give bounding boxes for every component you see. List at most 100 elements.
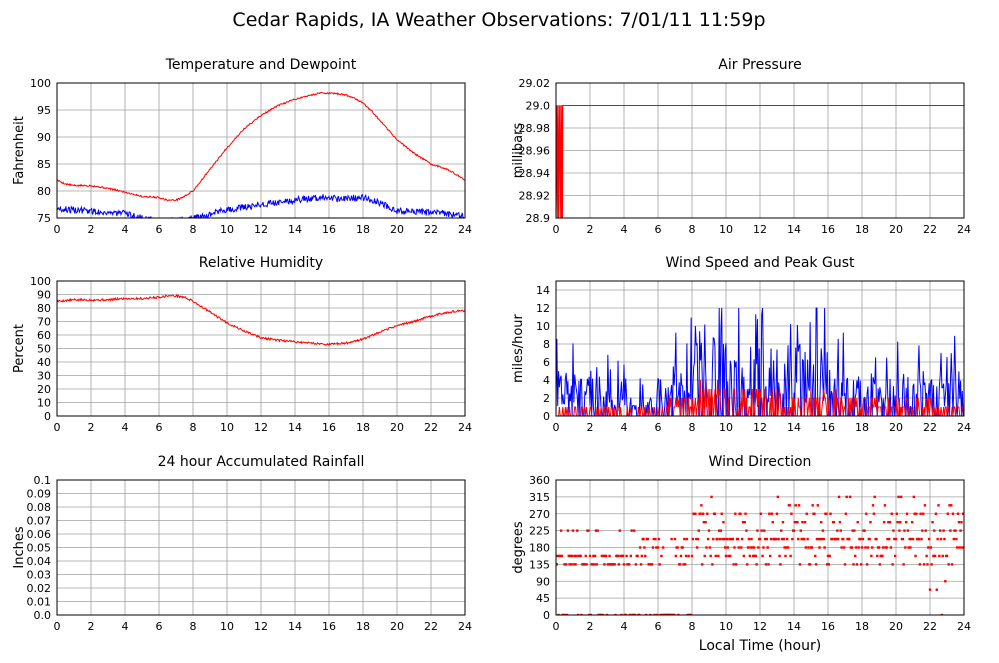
direction-point: [940, 613, 944, 615]
direction-point: [942, 529, 945, 532]
direction-point: [624, 613, 627, 615]
direction-point: [774, 537, 778, 541]
direction-point: [901, 537, 904, 541]
direction-point: [815, 537, 819, 541]
direction-point: [869, 520, 872, 524]
wind-x-tick-label: 12: [753, 421, 767, 434]
direction-point: [643, 546, 646, 549]
temperature-x-tick-label: 0: [54, 223, 61, 236]
direction-point: [621, 554, 625, 558]
direction-point: [650, 563, 654, 566]
humidity-y-tick-label: 90: [37, 289, 51, 302]
direction-point: [639, 563, 643, 566]
wind-y-tick-label: 12: [536, 302, 550, 315]
direction-point: [740, 537, 744, 541]
direction-point: [820, 520, 823, 524]
direction-point: [894, 537, 898, 541]
direction-point: [565, 613, 569, 615]
direction-point: [695, 546, 699, 549]
direction-point: [709, 554, 712, 558]
direction-point: [684, 563, 687, 566]
direction-point: [807, 546, 810, 549]
direction-point: [765, 537, 768, 541]
direction-point: [720, 512, 723, 515]
temperature-x-tick-label: 22: [424, 223, 438, 236]
direction-y-tick-label: 225: [529, 525, 550, 538]
pressure-y-tick-label: 28.96: [519, 145, 551, 158]
direction-x-tick-label: 2: [587, 620, 594, 633]
direction-point: [888, 520, 892, 524]
direction-point: [655, 613, 659, 615]
direction-point: [926, 563, 929, 566]
direction-point: [564, 613, 567, 615]
direction-point: [725, 537, 729, 541]
rain-x-tick-label: 12: [254, 620, 268, 633]
direction-point: [560, 554, 564, 558]
direction-point: [745, 529, 748, 532]
direction-point: [808, 563, 812, 566]
wind-x-tick-label: 2: [587, 421, 594, 434]
direction-point: [732, 563, 735, 566]
direction-point: [589, 613, 593, 615]
direction-point: [640, 554, 644, 558]
direction-point: [850, 546, 853, 549]
direction-point: [906, 529, 910, 532]
direction-point: [678, 563, 682, 566]
direction-point: [872, 512, 876, 515]
direction-point: [842, 546, 846, 549]
direction-point: [866, 546, 870, 549]
pressure-x-tick-label: 10: [719, 223, 733, 236]
temperature-x-tick-label: 8: [190, 223, 197, 236]
wind-x-tick-label: 22: [923, 421, 937, 434]
direction-point: [742, 554, 746, 558]
direction-point: [836, 529, 839, 532]
direction-point: [819, 537, 822, 541]
direction-point: [603, 563, 606, 566]
wind-chart-title: Wind Speed and Peak Gust: [666, 255, 855, 271]
direction-point: [593, 563, 596, 566]
direction-point: [702, 520, 706, 524]
direction-point: [685, 537, 689, 541]
direction-point: [750, 537, 753, 541]
direction-point: [658, 563, 661, 566]
pressure-y-tick-label: 29.0: [526, 100, 551, 113]
temperature-x-tick-label: 24: [458, 223, 472, 236]
rain-y-tick-label: 0.06: [27, 528, 52, 541]
direction-point: [882, 520, 886, 524]
temperature-plot-area: [57, 91, 465, 218]
wind-x-tick-label: 10: [719, 421, 733, 434]
wind-y-tick-label: 10: [536, 320, 550, 333]
direction-point: [886, 537, 889, 541]
direction-point: [814, 563, 818, 566]
pressure-y-tick-label: 29.02: [519, 77, 551, 90]
shared-x-axis-label: Local Time (hour): [699, 638, 821, 654]
direction-point: [910, 537, 913, 541]
rain-y-tick-label: 0.09: [27, 488, 52, 501]
direction-point: [797, 537, 800, 541]
direction-point: [810, 546, 814, 549]
rain-x-tick-label: 4: [122, 620, 129, 633]
direction-point: [659, 613, 662, 615]
direction-point: [642, 537, 645, 541]
direction-point: [951, 512, 955, 515]
direction-point: [853, 529, 856, 532]
direction-point: [731, 537, 734, 541]
rain-x-tick-label: 0: [54, 620, 61, 633]
direction-point: [616, 554, 620, 558]
direction-point: [852, 563, 855, 566]
humidity-y-tick-label: 10: [37, 397, 51, 410]
direction-x-tick-label: 10: [719, 620, 733, 633]
direction-point: [946, 512, 950, 515]
direction-point: [907, 546, 910, 549]
direction-point: [563, 563, 566, 566]
direction-point: [821, 529, 825, 532]
direction-point: [754, 554, 757, 558]
direction-point: [744, 512, 747, 515]
direction-point: [784, 554, 787, 558]
direction-point: [806, 537, 809, 541]
direction-point: [593, 554, 597, 558]
temperature-x-tick-label: 14: [288, 223, 302, 236]
direction-point: [591, 563, 594, 566]
direction-point: [820, 537, 824, 541]
